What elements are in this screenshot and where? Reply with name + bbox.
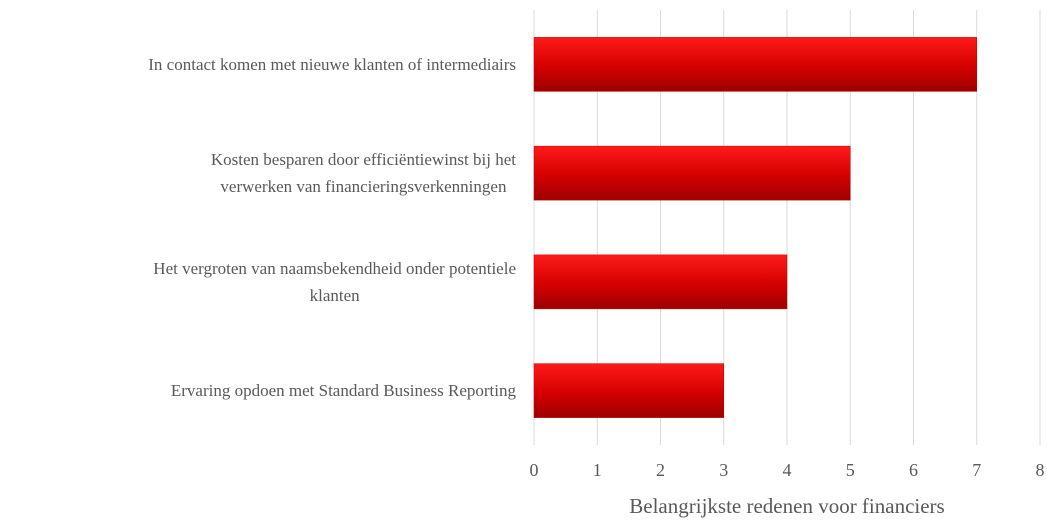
x-tick-label: 5: [846, 460, 855, 480]
x-tick-label: 7: [972, 460, 981, 480]
category-label-box: Kosten besparen door efficiëntiewinst bi…: [0, 143, 516, 203]
y-tick-label: In contact komen met nieuwe klanten of i…: [148, 54, 516, 74]
y-tick-label: Het vergroten van naamsbekendheid onder …: [153, 258, 516, 305]
x-tick-label: 3: [719, 460, 728, 480]
x-axis-label: Belangrijkste redenen voor financiers: [629, 494, 944, 518]
x-tick-label: 6: [909, 460, 918, 480]
y-tick-label: Kosten besparen door efficiëntiewinst bi…: [210, 150, 516, 197]
category-label-box: Het vergroten van naamsbekendheid onder …: [0, 252, 516, 312]
bar: [533, 145, 851, 201]
x-tick-label: 0: [530, 460, 539, 480]
x-tick-label: 2: [656, 460, 665, 480]
y-tick-label: Ervaring opdoen met Standard Business Re…: [170, 381, 516, 401]
x-tick-label: 8: [1036, 460, 1045, 480]
bar: [533, 37, 977, 92]
category-label-box: In contact komen met nieuwe klanten of i…: [0, 34, 516, 94]
x-tick-label: 4: [783, 460, 792, 480]
x-tick-label: 1: [593, 460, 602, 480]
bar: [533, 254, 788, 310]
bar: [533, 363, 724, 418]
category-label-box: Ervaring opdoen met Standard Business Re…: [0, 361, 516, 421]
